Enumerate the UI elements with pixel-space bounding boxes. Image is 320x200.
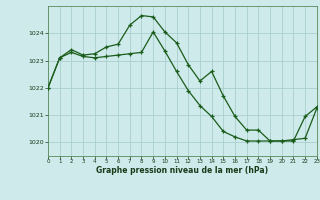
X-axis label: Graphe pression niveau de la mer (hPa): Graphe pression niveau de la mer (hPa) bbox=[96, 166, 268, 175]
